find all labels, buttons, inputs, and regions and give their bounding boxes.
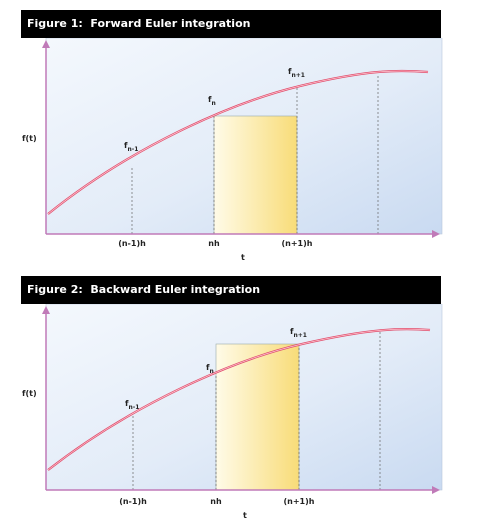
function-curve-highlight [47, 70, 429, 215]
x-axis-label: t [243, 511, 247, 520]
y-axis-label: f(t) [22, 389, 37, 398]
tick-label-n-plus-1: (n+1)h [282, 239, 313, 248]
tick-label-n: nh [208, 239, 220, 248]
integration-rectangle [213, 115, 298, 235]
y-axis-arrow-icon [42, 306, 50, 314]
y-axis-label: f(t) [22, 134, 37, 143]
point-label-f-n-plus-1: fn+1 [288, 67, 305, 79]
y-axis-arrow-icon [42, 40, 50, 48]
point-label-f-n-plus-1: fn+1 [290, 327, 307, 339]
function-curve-highlight [47, 328, 431, 471]
integration-rectangle [215, 343, 300, 491]
figure-forward-euler: Figure 1: Forward Euler integration f(t)… [0, 0, 478, 262]
point-label-f-n: fn [208, 95, 216, 107]
tick-label-n-minus-1: (n-1)h [118, 239, 146, 248]
x-axis-arrow-icon [432, 486, 440, 494]
x-axis-arrow-icon [432, 230, 440, 238]
x-axis-label: t [241, 253, 245, 262]
point-label-f-n-minus-1: fn-1 [125, 399, 139, 411]
figure-title: Figure 1: Forward Euler integration [21, 10, 441, 38]
point-label-f-n-minus-1: fn-1 [124, 141, 138, 153]
tick-label-n: nh [210, 497, 222, 506]
figure-title: Figure 2: Backward Euler integration [21, 276, 441, 304]
tick-label-n-minus-1: (n-1)h [119, 497, 147, 506]
point-label-f-n: fn [206, 363, 214, 375]
euler-plot: f(t) t (n-1)h nh (n+1)h fn-1 fn fn+1 [22, 304, 443, 520]
tick-label-n-plus-1: (n+1)h [284, 497, 315, 506]
figure-backward-euler: Figure 2: Backward Euler integration f(t… [0, 266, 478, 528]
euler-plot: f(t) t (n-1)h nh (n+1)h fn-1 fn fn+1 [22, 38, 443, 262]
